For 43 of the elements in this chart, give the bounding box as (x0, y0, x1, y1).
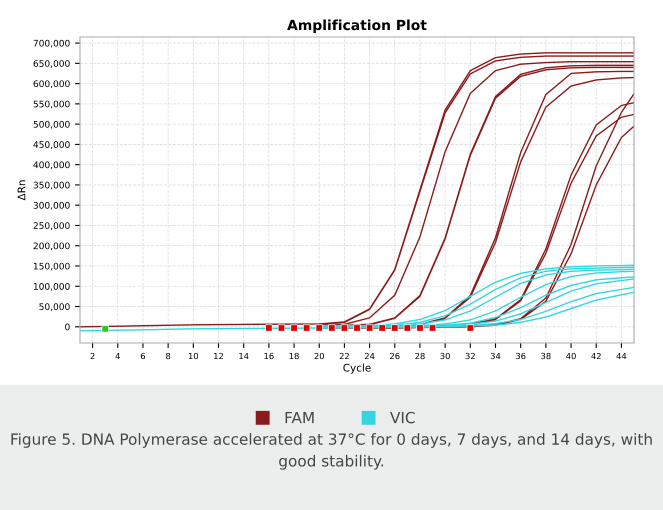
x-tick-label: 24 (364, 352, 374, 360)
x-tick-label: 30 (440, 352, 450, 360)
x-tick-label: 36 (516, 352, 526, 360)
y-tick-label: 550,000 (34, 100, 70, 108)
y-tick-label: 150,000 (34, 262, 70, 270)
legend-label: FAM (286, 412, 314, 424)
legend-label: VIC (390, 412, 415, 424)
y-tick-label: 200,000 (34, 242, 70, 250)
y-tick-label: 700,000 (34, 40, 70, 48)
x-tick-label: 40 (566, 352, 576, 360)
x-tick-label: 26 (390, 352, 400, 360)
y-tick-label: 650,000 (34, 60, 70, 68)
y-tick-label: 100,000 (34, 282, 70, 291)
chart-title: Amplification Plot (287, 20, 427, 33)
y-axis-title: ΔRn (18, 180, 26, 200)
x-tick-label: 6 (140, 352, 146, 360)
x-tick-label: 2 (90, 352, 94, 360)
x-tick-label: 4 (116, 352, 120, 360)
x-tick-label: 42 (591, 352, 601, 360)
y-tick-label: 600,000 (34, 80, 70, 88)
x-tick-label: 10 (188, 352, 198, 360)
x-tick-label: 18 (290, 352, 299, 360)
y-tick-label: 50,000 (39, 303, 70, 312)
x-tick-label: 16 (264, 352, 274, 360)
y-tick-label: 500,000 (34, 120, 70, 129)
x-tick-label: 28 (415, 352, 425, 360)
y-tick-label: 0 (65, 324, 70, 330)
y-tick-label: 350,000 (34, 182, 70, 190)
x-tick-label: 34 (490, 352, 500, 360)
x-tick-label: 14 (239, 352, 249, 360)
y-tick-label: 250,000 (34, 222, 70, 230)
x-tick-label: 8 (166, 352, 170, 360)
y-tick-label: 400,000 (33, 161, 70, 170)
x-tick-label: 20 (314, 352, 324, 360)
x-tick-label: 22 (340, 352, 349, 360)
x-axis-title: Cycle (343, 364, 371, 374)
x-tick-label: 44 (616, 352, 626, 360)
y-tick-label: 450,000 (33, 141, 70, 149)
x-tick-label: 38 (541, 352, 551, 360)
y-tick-label: 300,000 (34, 202, 70, 210)
x-tick-label: 32 (466, 352, 475, 360)
x-tick-label: 12 (214, 352, 223, 360)
caption: Figure 5. DNA Polymerase accelerated at 37°C for 0 days, 7 days, and 14 days, with good stability. (11, 433, 652, 470)
